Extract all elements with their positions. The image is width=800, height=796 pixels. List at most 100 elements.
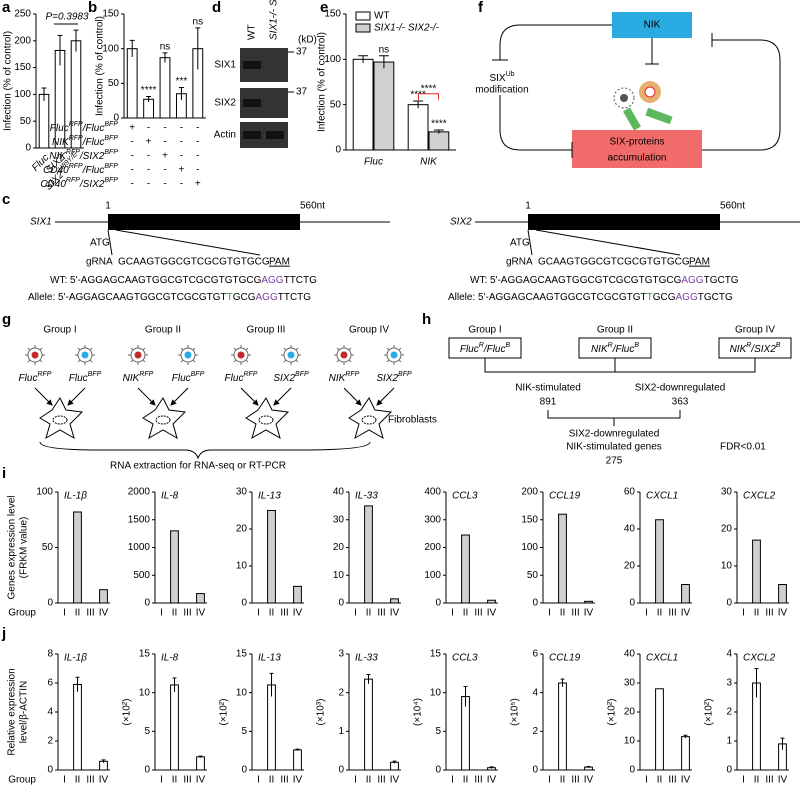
panel-letter: h <box>422 311 431 328</box>
bar <box>159 57 171 119</box>
marker-label: 37 <box>296 87 308 98</box>
sequence-part: WT: 5'-AGGAGCAAGTGGCGTCGCGTGTGCG <box>50 275 262 286</box>
bar <box>428 131 450 151</box>
error-bar <box>73 29 79 52</box>
sequence-part: Allele: 5'-AGGAGCAAGTGGCGTCGCGTGT <box>448 292 647 303</box>
error-bar <box>195 27 201 70</box>
x-tick-label: II <box>172 775 178 786</box>
label-sup: B <box>776 342 781 349</box>
condition-sign: + <box>178 165 184 176</box>
x-tick-label: IV <box>778 775 788 786</box>
y-tick-label: 20 <box>236 524 248 535</box>
arrow <box>343 387 362 406</box>
group-label: Group I <box>468 325 501 336</box>
y-tick-label: 1 <box>726 736 732 747</box>
significance: **** <box>141 85 157 96</box>
arrow <box>137 387 156 406</box>
error-bar <box>392 760 397 764</box>
label-base: /Fluc <box>82 137 105 148</box>
significance: *** <box>176 76 188 87</box>
y-tick-label: 0 <box>47 765 53 776</box>
error-bar <box>162 52 168 63</box>
y-tick-label: 20 <box>333 542 345 553</box>
bar <box>558 682 567 771</box>
bar <box>38 93 50 149</box>
label-base: Fluc <box>172 373 191 384</box>
label-sup: BFP <box>398 371 412 378</box>
x-tick-label: III <box>86 608 94 619</box>
virus-core <box>340 351 348 359</box>
bar <box>487 599 496 604</box>
y-tick-label: 60 <box>624 487 636 498</box>
gene-label: SIX1 <box>30 217 52 228</box>
position-label: 560nt <box>720 201 745 212</box>
atg-label: ATG <box>510 238 530 249</box>
legend-label: WT <box>374 11 390 22</box>
sequence-part: WT: 5'-AGGAGCAAGTGGCGTCGCGTGTGCG <box>470 275 682 286</box>
row-label: SIX1 <box>214 60 236 71</box>
y-tick-label: 100 <box>324 54 341 65</box>
y-tick-label: 150 <box>14 62 31 73</box>
y-tick-label: 15 <box>236 649 248 660</box>
error-bar <box>366 673 371 684</box>
x-tick-label: I <box>257 608 260 619</box>
error-bar <box>269 672 274 697</box>
cell-type-label: Fibroblasts <box>388 415 437 426</box>
caption: RNA extraction for RNA-seq or RT-PCR <box>110 461 286 472</box>
cell-label: FlucBFP <box>172 371 205 384</box>
label-sup: BFP <box>295 371 309 378</box>
x-tick-label: II <box>269 775 275 786</box>
label-sup: BFP <box>88 371 102 378</box>
band <box>243 61 261 69</box>
y-tick-label: 0 <box>532 765 538 776</box>
unit-label: (×10²) <box>607 699 618 726</box>
y-tick-label: 15 <box>430 649 442 660</box>
x-tick-label: I <box>63 608 66 619</box>
unit-label: (×10²) <box>219 699 230 726</box>
label-sup: RFP <box>66 177 80 184</box>
lane-label: SIX1-/- SIX2-/- <box>269 0 280 40</box>
condition-label: NIKRFP/FlucBFP <box>52 135 118 148</box>
condition-sign: - <box>196 123 199 134</box>
error-bar <box>358 55 369 63</box>
bar <box>407 104 429 151</box>
significance: ns <box>160 41 171 52</box>
x-tick-label: III <box>668 775 676 786</box>
bar <box>681 584 690 604</box>
guide-line <box>527 229 533 256</box>
y-tick-label: 10 <box>430 687 442 698</box>
position-label: 1 <box>105 201 111 212</box>
condition-sign: - <box>147 165 150 176</box>
significance: ns <box>193 17 204 28</box>
band <box>243 131 261 139</box>
link <box>702 33 781 151</box>
bar <box>364 678 373 771</box>
row-label: SIX2 <box>214 98 236 109</box>
y-tick-label: 400 <box>424 487 441 498</box>
chart-title: CXCL1 <box>646 491 678 502</box>
condition-sign: - <box>131 151 134 162</box>
y-tick-label: 0 <box>241 598 247 609</box>
unit-label: (×10⁵) <box>510 698 521 726</box>
bar <box>126 48 138 119</box>
y-tick-label: 50 <box>108 78 120 89</box>
bar <box>364 505 373 604</box>
condition-sign: - <box>196 165 199 176</box>
error-bar <box>780 737 785 750</box>
sequence-part: AGG <box>256 292 278 303</box>
x-tick-label: II <box>754 775 760 786</box>
sequence-part: TGCTG <box>698 292 733 303</box>
y-tick-label: 20 <box>624 561 636 572</box>
group-label: Group IV <box>349 325 389 336</box>
condition-label: NIKRFP/SIX2BFP <box>49 149 118 162</box>
grna-label: gRNA <box>86 257 113 268</box>
label-base: CD40 <box>43 165 69 176</box>
label-base: SIX <box>489 73 505 84</box>
chart-title: IL-8 <box>161 653 179 664</box>
y-tick-label: 0 <box>435 598 441 609</box>
link <box>499 95 573 158</box>
y-axis-label: Infection (% of control) <box>3 31 14 131</box>
annotation: P=0.3983 <box>45 12 89 23</box>
unit-label: (kD) <box>298 35 317 46</box>
y-tick-label: 100 <box>14 89 31 100</box>
